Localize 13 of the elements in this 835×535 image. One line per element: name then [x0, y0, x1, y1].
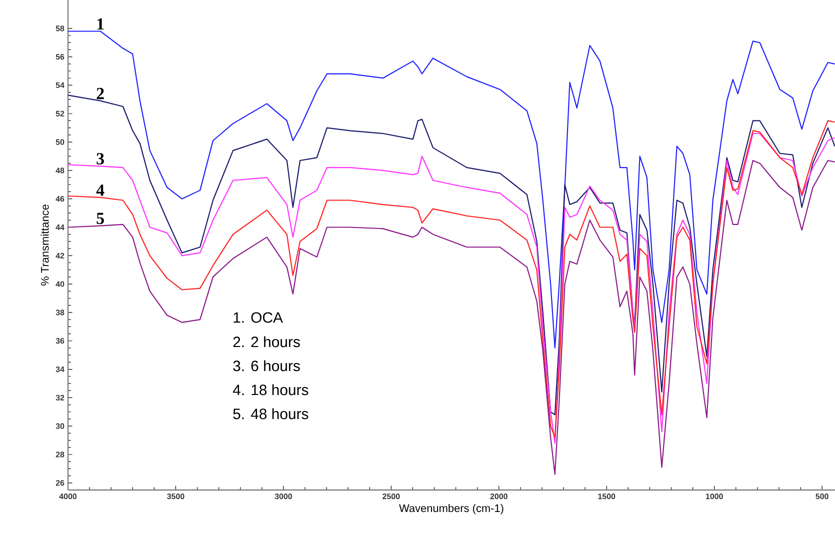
- series-label: 4: [96, 184, 104, 196]
- annotation: 5. 48 hours: [233, 408, 308, 420]
- annotation: 3. 6 hours: [233, 360, 300, 372]
- series-label: 3: [96, 153, 104, 164]
- y-axis-title: % Transmittance: [40, 204, 49, 286]
- series-label: 2: [96, 88, 104, 100]
- annotation: 4. 18 hours: [232, 384, 308, 396]
- series-label: 5: [96, 212, 104, 224]
- annotation: 2. 2 hours: [233, 336, 300, 348]
- line-series: [67, 30, 835, 349]
- x-axis-title: Wavenumbers (cm-1): [399, 504, 504, 514]
- series-label: 1: [97, 18, 104, 30]
- annotation: 1. OCA: [234, 312, 283, 323]
